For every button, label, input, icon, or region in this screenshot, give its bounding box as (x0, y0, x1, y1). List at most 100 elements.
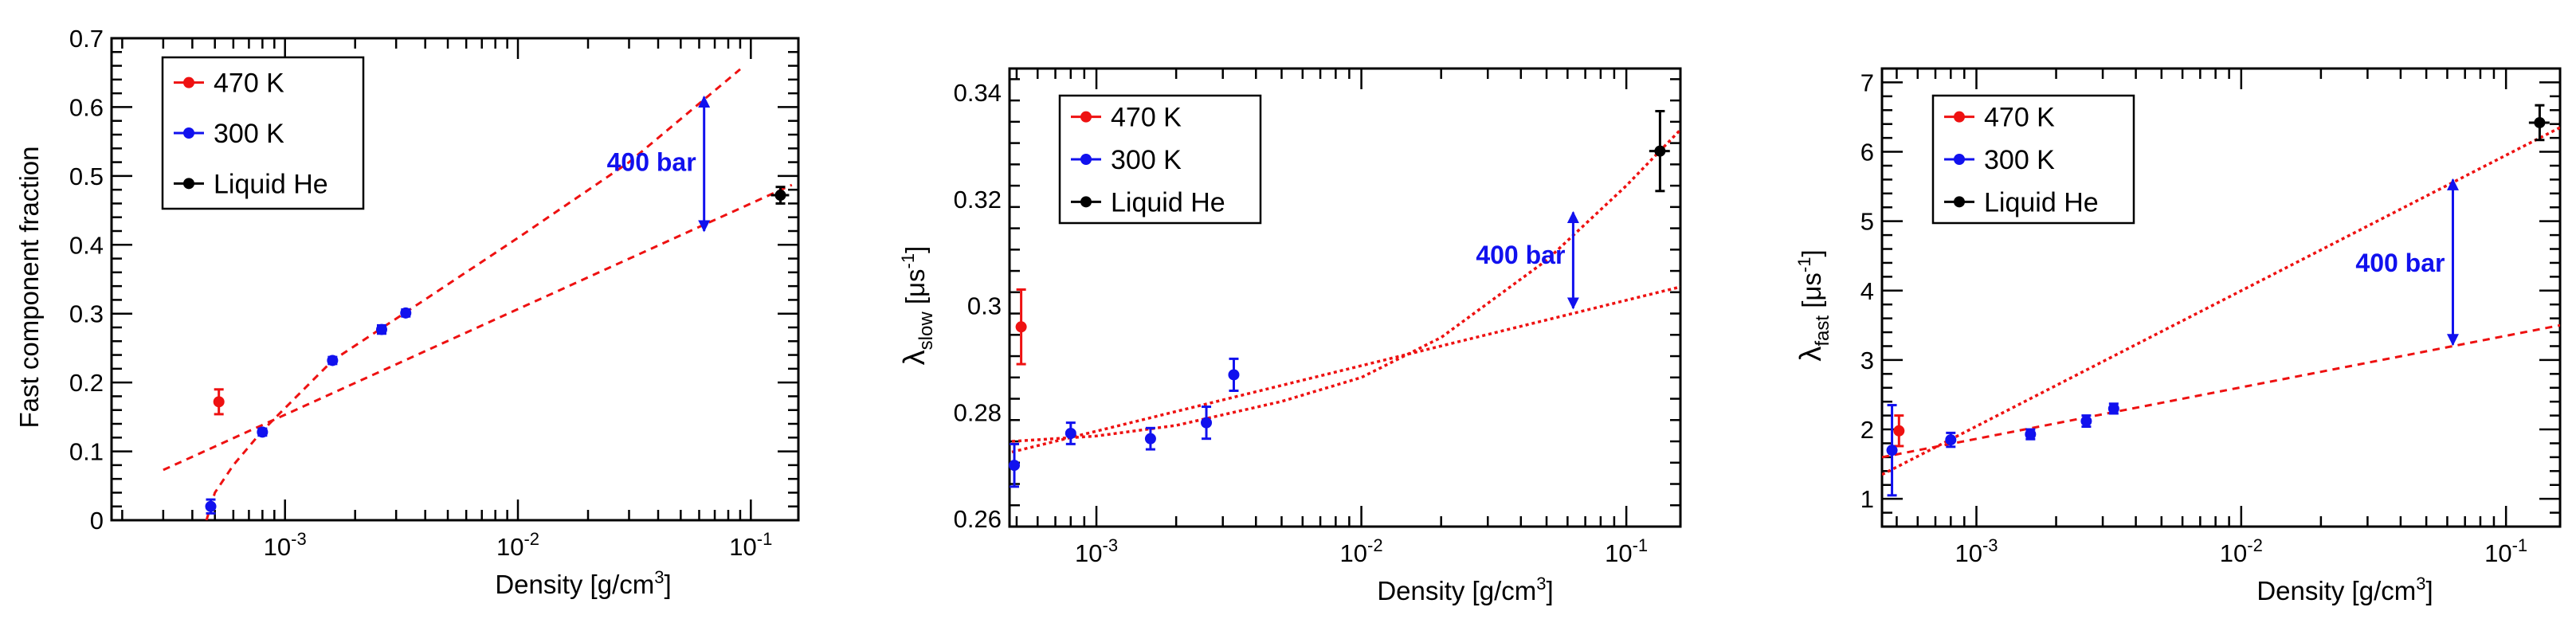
x-tick-exponent: -2 (1367, 535, 1383, 555)
x-axis-title: Density [g/cm3] (2256, 574, 2433, 605)
legend-label: 300 K (1984, 145, 2055, 175)
fit-curves (1882, 126, 2560, 476)
legend-label: Liquid He (1111, 187, 1225, 217)
x-tick-label: 10-2 (2220, 535, 2263, 567)
plot-frame (110, 37, 800, 522)
x-axis-title-superscript: 3 (1536, 574, 1546, 594)
y-axis-title-close: ] (900, 246, 930, 253)
x-tick-label: 10-2 (1340, 535, 1383, 567)
legend-marker-dot (183, 178, 194, 190)
fit-line (1011, 285, 1680, 454)
y-axis-title-superscript: -1 (1794, 257, 1814, 273)
y-tick-label: 0.26 (954, 505, 1002, 533)
data-point (327, 355, 339, 366)
x-axis-title-close: ] (664, 570, 671, 599)
y-axis-title: λslow [μs-1] (898, 246, 937, 366)
fast-fraction-chart: 10-3 10-2 10-100.10.20.30.40.50.60.7Densit… (14, 25, 800, 599)
series-300-k (1886, 402, 2119, 497)
x-tick-exponent: -3 (291, 529, 307, 549)
pressure-label: 400 bar (607, 148, 696, 177)
y-tick-label: 0.32 (954, 186, 1002, 214)
data-point (2080, 415, 2092, 427)
fit-curves (1011, 128, 1680, 454)
y-tick-label: 5 (1860, 208, 1874, 236)
x-tick-base: 10 (1340, 539, 1367, 567)
x-tick-exponent: -2 (523, 529, 539, 549)
data-point (1228, 369, 1240, 381)
legend-marker-dot (1954, 111, 1965, 123)
y-tick-label: 0.2 (69, 369, 104, 397)
x-tick-base: 10 (1955, 539, 1982, 567)
series-300-k (1009, 357, 1240, 488)
y-tick-label: 0.3 (967, 292, 1002, 320)
y-tick-label: 0.34 (954, 79, 1002, 107)
y-tick-label: 0 (90, 507, 104, 535)
legend-marker-dot (183, 127, 194, 139)
data-point (1015, 321, 1027, 333)
data-point (2534, 116, 2546, 128)
x-tick-label: 10-1 (1605, 535, 1648, 567)
data-point (376, 323, 388, 335)
data-point (257, 426, 269, 438)
data-point (2025, 429, 2037, 441)
x-tick-exponent: -1 (1633, 535, 1649, 555)
data-point (1886, 445, 1898, 456)
legend-marker-dot (1080, 196, 1092, 208)
y-tick-label: 1 (1860, 485, 1874, 513)
y-axis-title-symbol: λ (1794, 347, 1828, 362)
data-point (1201, 417, 1213, 429)
x-axis-title: Density [g/cm3] (1377, 574, 1553, 605)
x-tick-base: 10 (729, 533, 756, 561)
y-tick-label: 0.6 (69, 93, 104, 121)
plot-frame (1880, 67, 2562, 528)
legend: 470 K 300 K Liquid He (1931, 94, 2135, 225)
y-tick-label: 2 (1860, 416, 1874, 444)
x-tick-exponent: -3 (1103, 535, 1119, 555)
y-axis-title-text: Fast component fraction (14, 146, 44, 428)
legend-label: 300 K (214, 119, 284, 149)
x-tick-base: 10 (2220, 539, 2247, 567)
y-axis-title-superscript: -1 (898, 253, 918, 269)
x-tick-base: 10 (1605, 539, 1632, 567)
data-point (1893, 425, 1905, 437)
legend-label: Liquid He (214, 169, 328, 199)
x-tick-exponent: -2 (2247, 535, 2263, 555)
data-point (1654, 145, 1666, 157)
data-point (1065, 427, 1076, 439)
x-axis-title-close: ] (1546, 576, 1553, 605)
data-point (213, 396, 225, 408)
y-tick-label: 6 (1860, 139, 1874, 167)
series-300-k (205, 307, 412, 515)
x-tick-base: 10 (2484, 539, 2511, 567)
y-tick-label: 0.28 (954, 398, 1002, 426)
legend-label: 470 K (1111, 103, 1182, 133)
series-liquid-he (1649, 109, 1670, 193)
x-axis-title-superscript: 3 (2416, 574, 2425, 594)
legend: 470 K 300 K Liquid He (161, 56, 365, 210)
x-axis-title-superscript: 3 (654, 567, 664, 587)
y-tick-label: 3 (1860, 347, 1874, 374)
x-tick-base: 10 (496, 533, 523, 561)
y-tick-label: 0.7 (69, 25, 104, 53)
x-tick-label: 10-3 (264, 529, 307, 561)
x-tick-base: 10 (1075, 539, 1102, 567)
x-axis-title-close: ] (2425, 576, 2433, 605)
x-tick-label: 10-1 (2484, 535, 2527, 567)
legend-label: 470 K (214, 69, 284, 99)
legend-label: Liquid He (1984, 187, 2099, 217)
y-axis-title-close: ] (1797, 249, 1826, 257)
data-point (205, 500, 217, 512)
y-axis-title: Fast component fraction (14, 146, 44, 428)
legend-marker-dot (183, 76, 194, 88)
y-tick-label: 0.5 (69, 163, 104, 190)
fit-line (163, 183, 793, 472)
x-tick-label: 10-3 (1955, 535, 1998, 567)
series-liquid-he (770, 186, 790, 205)
x-axis-title-main: Density [g/cm (1377, 576, 1536, 605)
pressure-label: 400 bar (1476, 241, 1565, 269)
y-axis-title-subscript: slow (916, 311, 937, 351)
series-470-k (213, 388, 225, 416)
data-point (1009, 460, 1021, 472)
